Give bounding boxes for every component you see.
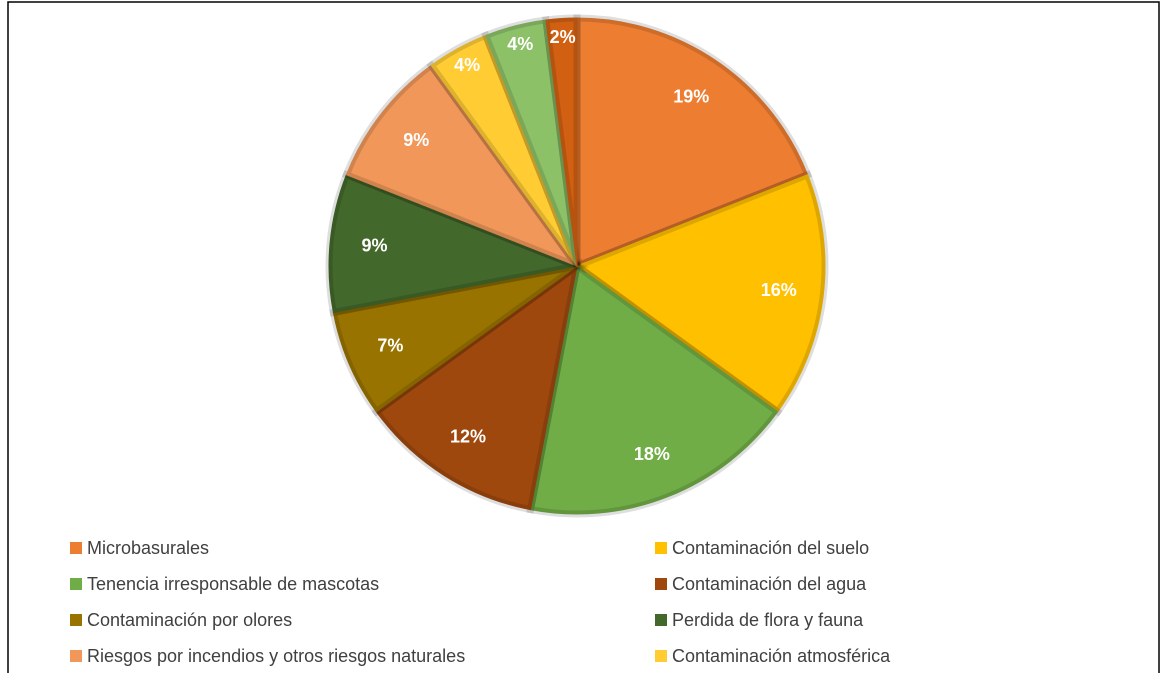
legend-swatch	[655, 542, 667, 554]
data-label: 16%	[761, 280, 797, 300]
pie-slice	[332, 265, 578, 413]
legend-swatch	[655, 578, 667, 590]
legend-swatch	[655, 650, 667, 662]
legend-label: Tenencia irresponsable de mascotas	[87, 574, 379, 594]
data-label: 9%	[403, 130, 429, 150]
data-label: 7%	[377, 336, 403, 356]
pie-slice	[529, 265, 779, 515]
slice-border	[325, 170, 590, 317]
slice-border	[329, 262, 580, 417]
data-label: 12%	[450, 426, 486, 446]
data-label: 4%	[507, 34, 533, 54]
legend-swatch	[70, 650, 82, 662]
data-label: 2%	[550, 27, 576, 47]
data-label: 9%	[362, 236, 388, 256]
pie-slice	[575, 174, 826, 413]
legend-label: Contaminación atmosférica	[672, 646, 891, 666]
legend-label: Contaminación por olores	[87, 610, 292, 630]
legend-swatch	[70, 542, 82, 554]
pie-slice	[375, 264, 578, 511]
legend-label: Riesgos por incendios y otros riesgos na…	[87, 646, 465, 666]
legend-label: Contaminación del suelo	[672, 538, 869, 558]
slice-border	[526, 259, 783, 518]
data-label: 4%	[454, 55, 480, 75]
pie-slice	[345, 64, 579, 268]
data-label: 19%	[673, 87, 709, 107]
legend-label: Microbasurales	[87, 538, 209, 558]
legend-swatch	[70, 578, 82, 590]
data-label: 18%	[634, 444, 670, 464]
legend-label: Contaminación del agua	[672, 574, 867, 594]
legend-swatch	[70, 614, 82, 626]
pie-slice	[576, 17, 809, 267]
slice-border	[569, 170, 829, 417]
legend-swatch	[655, 614, 667, 626]
slice-border	[542, 14, 581, 267]
slice-border	[341, 60, 587, 274]
legend-label: Perdida de flora y fauna	[672, 610, 864, 630]
pie-slice	[328, 174, 579, 314]
pie-slice	[545, 17, 578, 267]
slice-border	[371, 257, 583, 514]
slice-border	[573, 14, 813, 272]
